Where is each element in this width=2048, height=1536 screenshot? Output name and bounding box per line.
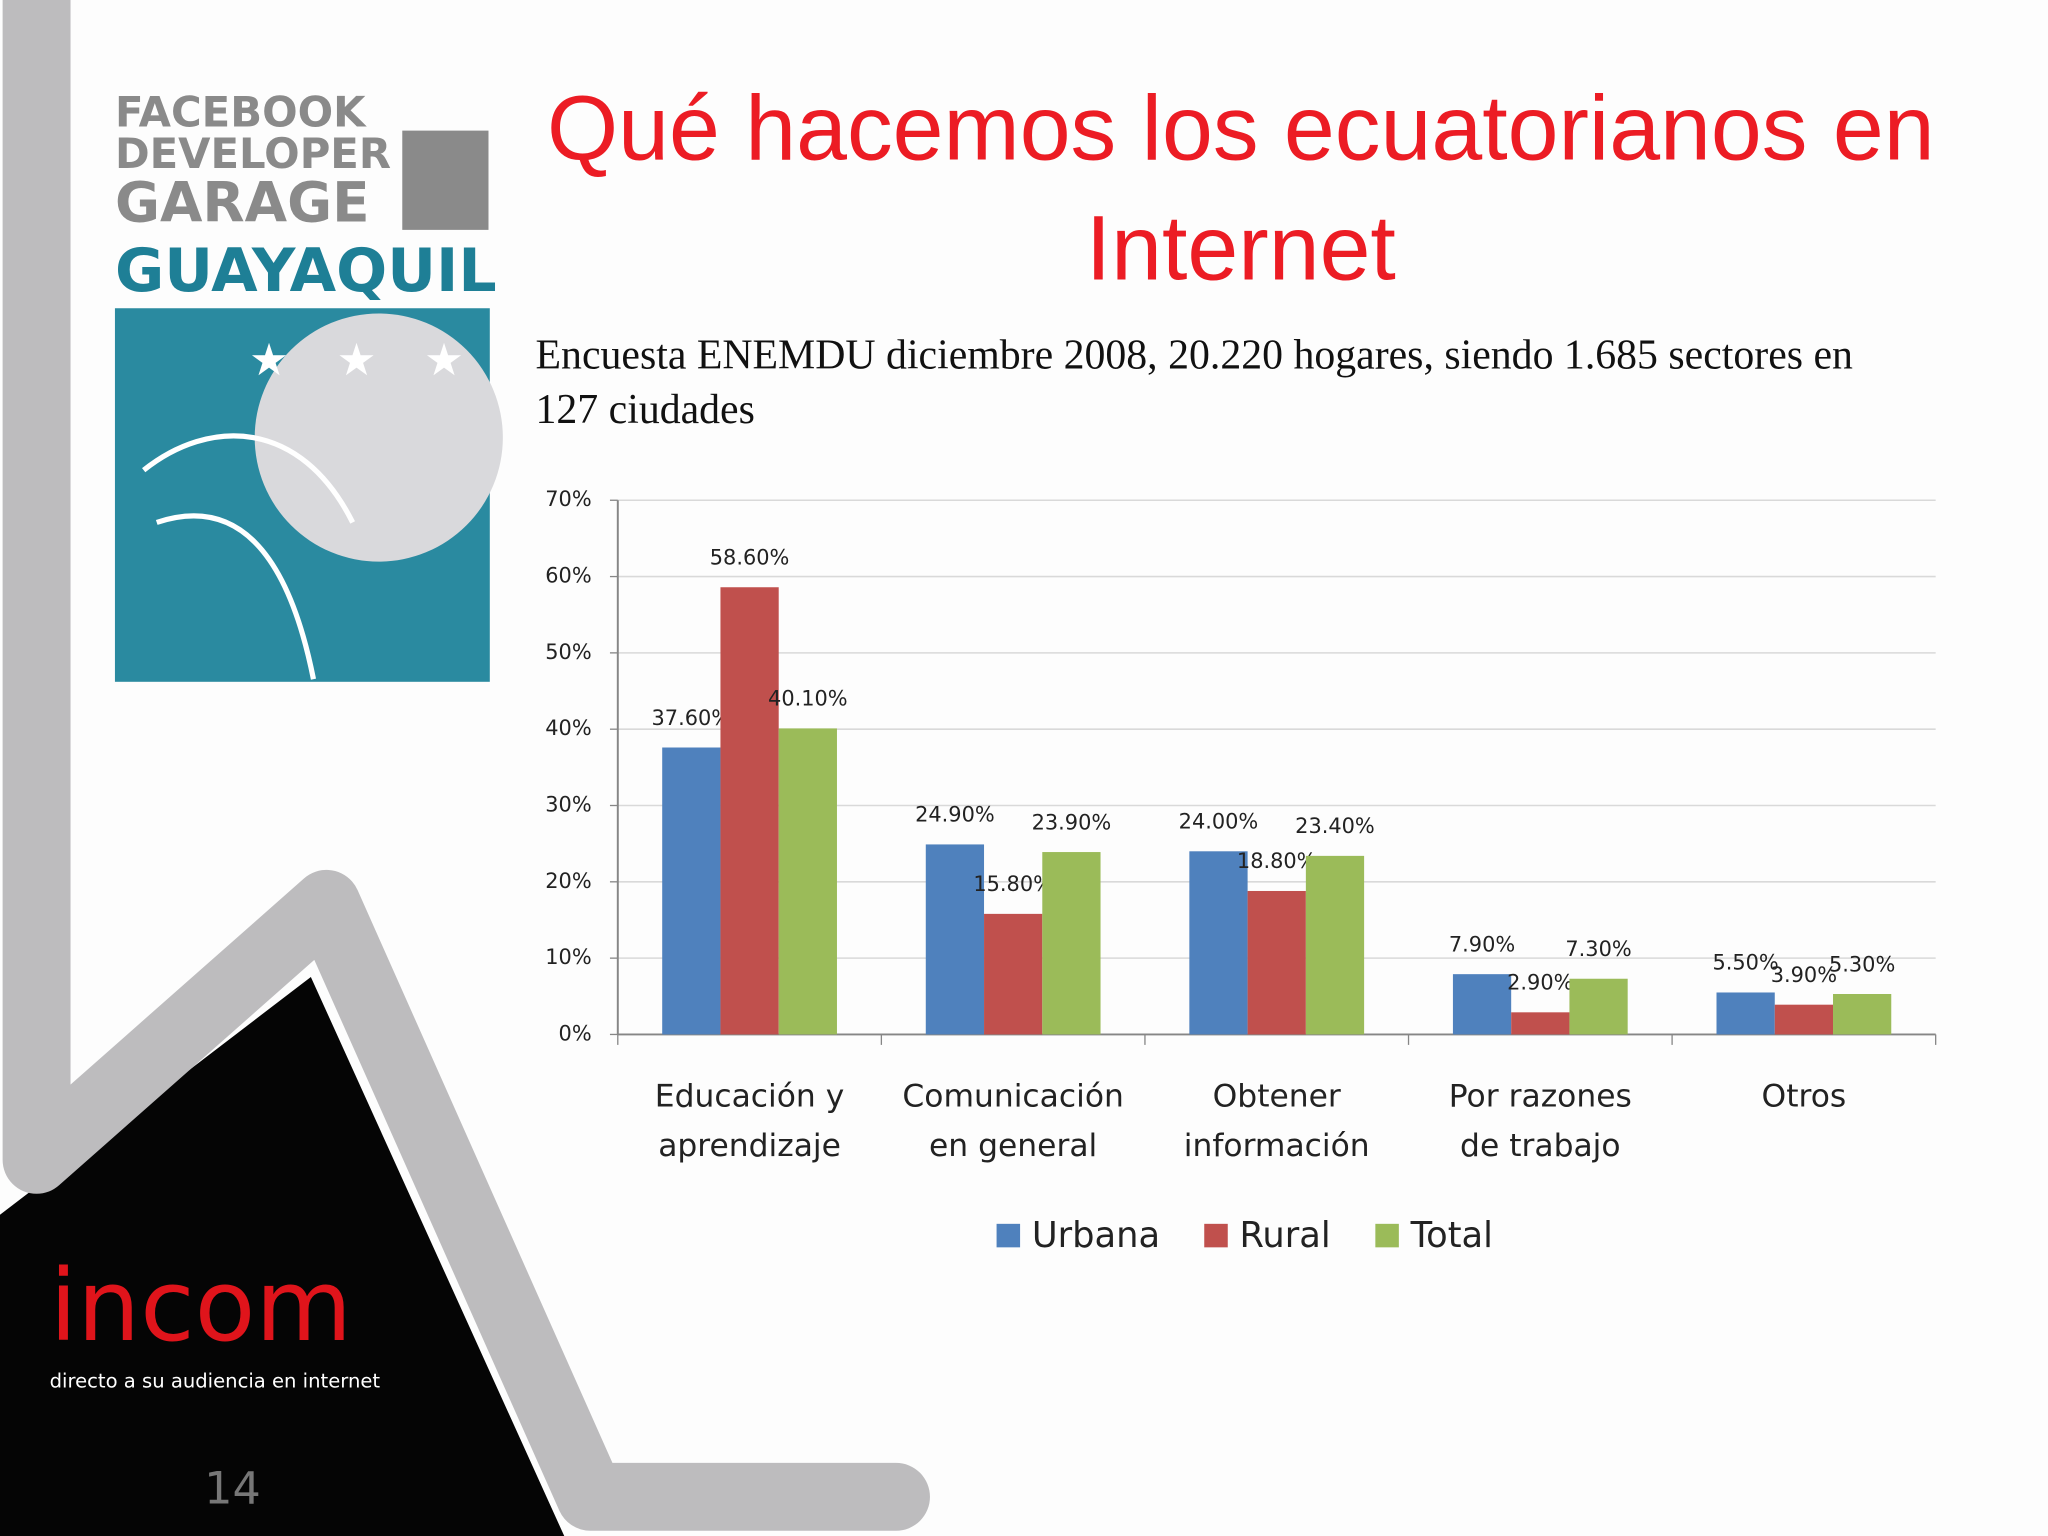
bar (1042, 852, 1101, 1035)
gray-band (2, 0, 930, 1531)
value-label: 3.90% (1771, 963, 1837, 987)
x-tick-label: Educación y aprendizaje (654, 1077, 845, 1164)
x-label-box: Por razones de trabajo (1448, 1077, 1632, 1164)
value-label: 40.10% (768, 687, 848, 711)
legend-swatch (996, 1223, 1021, 1248)
legend-swatch (1375, 1223, 1399, 1248)
logo-text: GARAGE (115, 170, 370, 234)
legend-label: Urbana (1032, 1215, 1160, 1256)
x-tick-label: Obtener información (1183, 1077, 1370, 1164)
tagline: directo a su audiencia en internet (50, 1369, 381, 1392)
y-tick-label: 70% (545, 487, 591, 511)
y-tick-label: 10% (545, 945, 591, 969)
bar (778, 728, 837, 1035)
iguana (142, 433, 355, 680)
bar (1833, 994, 1892, 1035)
value-label: 5.30% (1829, 952, 1895, 976)
value-label: 24.90% (915, 803, 995, 827)
fb-box (402, 130, 489, 230)
bar (925, 844, 985, 1035)
subtitle-box: Encuesta ENEMDU diciembre 2008, 20.220 h… (535, 330, 1853, 433)
slide-number: 14 (204, 1464, 261, 1515)
y-tick-label: 50% (545, 640, 591, 664)
value-label: 23.90% (1032, 810, 1112, 834)
title-box: Qué hacemos los ecuatorianos en Internet (547, 77, 1935, 300)
value-label: 23.40% (1295, 814, 1375, 838)
x-label-box: Comunicación en general (902, 1077, 1124, 1164)
chart-subtitle: Encuesta ENEMDU diciembre 2008, 20.220 h… (535, 330, 1853, 433)
y-tick-label: 0% (559, 1021, 592, 1045)
bar (1569, 978, 1628, 1035)
star: ★ (424, 335, 464, 386)
x-tick-label: Por razones de trabajo (1448, 1077, 1632, 1164)
y-tick-label: 60% (545, 564, 591, 588)
bar (1189, 851, 1248, 1035)
bar (1247, 890, 1306, 1035)
bar (1716, 992, 1775, 1035)
logo-text: GUAYAQUIL (115, 236, 497, 306)
value-label: 5.50% (1712, 951, 1778, 975)
legend-swatch (1204, 1223, 1228, 1248)
bar (1774, 1004, 1834, 1035)
bar (1305, 855, 1365, 1035)
brand: incom (50, 1249, 352, 1364)
y-tick-label: 40% (545, 716, 591, 740)
logo: FACEBOOK DEVELOPER GARAGE GUAYAQUIL ★ ★ … (114, 87, 503, 682)
logo-circle (254, 313, 503, 562)
value-label: 58.60% (710, 546, 790, 570)
x-label-box: Otros (1761, 1077, 1847, 1115)
value-label: 7.30% (1565, 937, 1631, 961)
logo-text: FACEBOOK (115, 87, 367, 136)
bar (720, 587, 779, 1035)
y-tick-label: 30% (545, 793, 591, 817)
value-label: 37.60% (652, 706, 732, 730)
y-tick-label: 20% (545, 869, 591, 893)
bar (1452, 974, 1512, 1035)
x-label-box: Educación y aprendizaje (654, 1077, 845, 1164)
x-tick-label: Otros (1761, 1077, 1847, 1115)
chart: 0% 10% 20% 30% 40% 50% 60% 70% Educación y apren… (545, 487, 1937, 1256)
star: ★ (249, 335, 289, 386)
value-label: 24.00% (1179, 810, 1259, 834)
value-label: 18.80% (1237, 849, 1317, 873)
bar (1511, 1012, 1570, 1035)
x-tick-label: Comunicación en general (902, 1077, 1124, 1164)
bar (984, 913, 1043, 1035)
bar (662, 747, 721, 1035)
value-label: 7.90% (1449, 932, 1515, 956)
logo-text: DEVELOPER (115, 129, 391, 178)
legend-label: Rural (1240, 1215, 1331, 1256)
chart-title: Qué hacemos los ecuatorianos en Internet (547, 77, 1935, 300)
x-label-box: Obtener información (1183, 1077, 1370, 1164)
black-shape (0, 976, 565, 1536)
value-label: 2.90% (1507, 971, 1573, 995)
value-label: 15.80% (973, 872, 1053, 896)
legend-label: Total (1410, 1215, 1493, 1256)
star: ★ (337, 335, 377, 386)
